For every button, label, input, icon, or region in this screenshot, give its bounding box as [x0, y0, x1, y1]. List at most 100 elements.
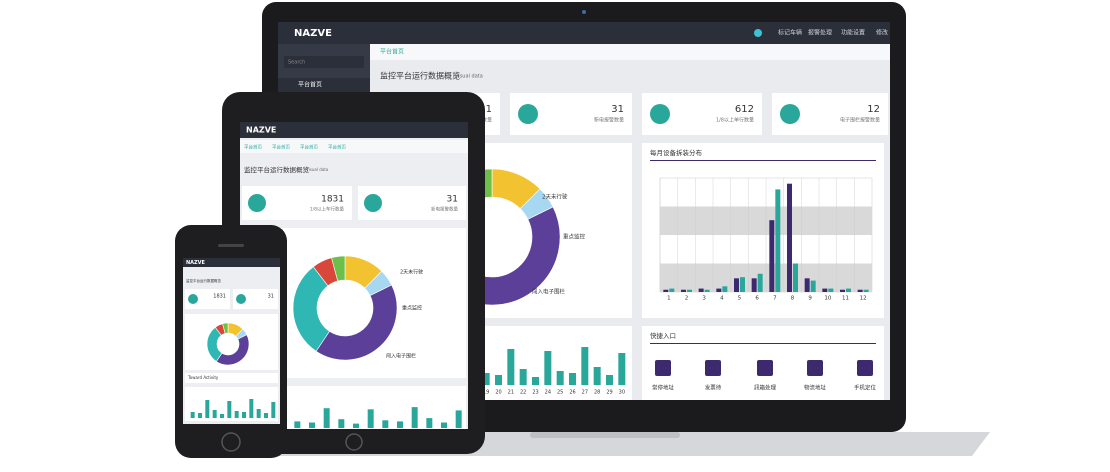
- breadcrumb-bar: [370, 44, 890, 60]
- daily-bar: [455, 410, 462, 428]
- daily-bar: [220, 414, 224, 418]
- daily-bar: [426, 418, 433, 428]
- activity: Toward Activity: [187, 375, 219, 380]
- quick-label: 手机定位: [854, 384, 877, 392]
- donut-label: 2天未行驶: [542, 193, 568, 201]
- monthly-bar: [669, 288, 675, 292]
- donut-label: 闯入电子围栏: [386, 353, 416, 360]
- nav-item: 功能设置: [841, 29, 865, 37]
- x-tick-label: 26: [569, 390, 575, 396]
- monthly-bar: [793, 263, 798, 292]
- daily-bar: [323, 408, 330, 428]
- stat-icon: [364, 194, 382, 212]
- x-tick-label: 20: [495, 390, 501, 396]
- stat-card: [185, 289, 230, 309]
- daily-bar: [190, 412, 195, 418]
- monthly-bar: [757, 273, 763, 292]
- phone-speaker: [218, 244, 244, 247]
- daily-bar: [581, 347, 589, 385]
- x-tick-label: 6: [755, 296, 759, 302]
- stat-icon: [188, 294, 198, 304]
- daily-bar: [495, 375, 502, 385]
- x-tick-label: 12: [860, 296, 867, 302]
- donut-label: 2天未行驶: [400, 269, 423, 276]
- monthly-bar: [822, 288, 828, 292]
- daily-bar: [507, 349, 515, 385]
- x-tick-label: 1: [667, 296, 671, 302]
- x-tick-label: 25: [557, 390, 563, 396]
- monthly-bar: [828, 288, 834, 292]
- quick-label: 发票待: [705, 384, 722, 392]
- quick-icon: [807, 360, 823, 376]
- sidebar-active: [278, 78, 370, 92]
- brand: NAZVE: [246, 126, 276, 135]
- laptop-notch: [530, 432, 680, 438]
- monthly-bar: [722, 286, 728, 292]
- quick-title: 快捷入口: [650, 331, 676, 340]
- tab-bar: [240, 140, 468, 153]
- x-tick-label: 24: [545, 390, 551, 396]
- stat-label: 新电报警数量: [594, 117, 624, 124]
- stat-icon: [236, 294, 246, 304]
- search: Search: [288, 60, 305, 66]
- x-tick-label: 30: [619, 390, 625, 396]
- stat-value: 1831: [321, 195, 344, 205]
- monthly-bar: [863, 289, 869, 292]
- x-tick-label: 2: [685, 296, 689, 302]
- nav-item: 修改: [876, 29, 888, 37]
- daily-bar: [271, 402, 276, 418]
- brand: NAZVE: [294, 28, 332, 39]
- donut-label: 重点监控: [402, 305, 422, 312]
- daily-bar: [618, 353, 626, 385]
- search-box: [284, 56, 364, 68]
- daily-bar: [593, 367, 601, 385]
- monthly-bar: [740, 277, 745, 292]
- stat-label: 1/8以上车行数量: [310, 206, 345, 213]
- monthly-bar: [787, 183, 792, 292]
- x-tick-label: 22: [520, 390, 526, 396]
- stat-icon: [518, 104, 538, 124]
- daily-bar: [249, 399, 254, 418]
- daily-bar: [294, 421, 301, 428]
- x-tick-label: 11: [842, 296, 849, 302]
- x-tick-label: 3: [702, 296, 706, 302]
- daily-bar: [556, 371, 564, 385]
- tablet-home: [345, 433, 363, 451]
- page-subtitle: Visual data: [306, 167, 329, 172]
- stat-value: 31: [611, 104, 624, 115]
- x-tick-label: 4: [720, 296, 724, 302]
- daily-bar: [544, 351, 552, 385]
- stat-label: 新电报警数量: [431, 206, 458, 213]
- top-bar: [278, 22, 890, 44]
- daily-bar: [234, 411, 239, 418]
- quick-label: 常停地址: [652, 384, 675, 392]
- daily-bar: [519, 369, 527, 385]
- monthly-bar: [857, 289, 863, 292]
- quick-label: 訊箱处理: [754, 384, 777, 392]
- daily-bar: [411, 407, 418, 428]
- monthly-bar: [687, 289, 692, 292]
- quick-icon: [705, 360, 721, 376]
- tab: 平台首页: [300, 144, 318, 151]
- donut-segment: [222, 322, 229, 334]
- x-tick-label: 19: [483, 390, 489, 396]
- stat-icon: [650, 104, 670, 124]
- x-tick-label: 7: [773, 296, 777, 302]
- monthly-bar: [846, 288, 851, 292]
- quick-label: 物流地址: [804, 384, 827, 392]
- page-subtitle: Visual data: [455, 74, 483, 80]
- x-tick-label: 21: [508, 390, 514, 396]
- x-tick-label: 8: [791, 296, 795, 302]
- monthly-bar: [663, 289, 669, 292]
- stat-icon: [780, 104, 800, 124]
- monthly-bar: [775, 189, 781, 292]
- stat-card: [233, 289, 278, 309]
- monthly-bar: [769, 220, 775, 292]
- stat-value: 31: [268, 294, 274, 300]
- title-rule: [650, 160, 876, 161]
- donut-segment: [315, 284, 398, 361]
- breadcrumb: 平台首页: [380, 48, 404, 56]
- daily-bar: [382, 420, 389, 428]
- sidebar-home: 平台首页: [298, 81, 322, 89]
